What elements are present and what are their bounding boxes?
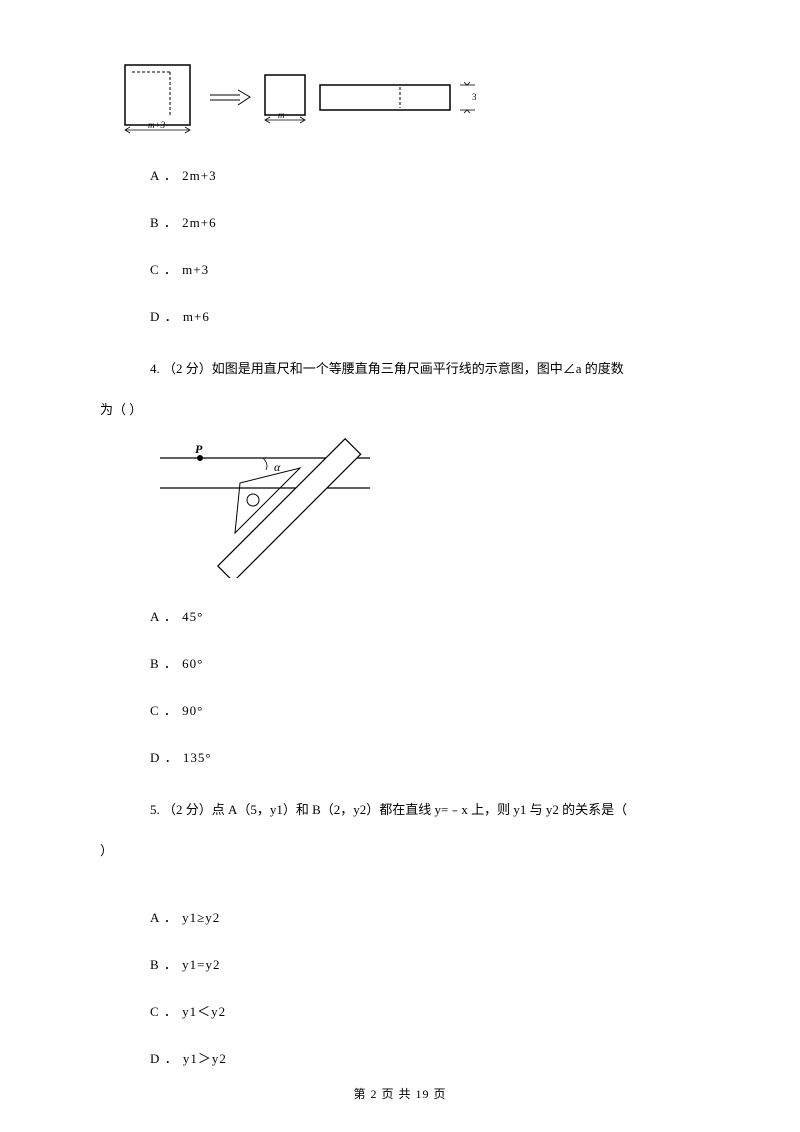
q5-option-c: C ． y1＜y2 [150, 1001, 700, 1020]
triangle-hole [247, 494, 259, 506]
q3-option-b: B ． 2m+6 [150, 212, 700, 231]
q5-prompt-line1: 5. （2 分）点 A（5，y1）和 B（2，y2）都在直线 y=﹣x 上，则 … [150, 802, 627, 817]
q4-option-b: B ． 60° [150, 653, 700, 672]
q4-prompt-line1: 4. （2 分）如图是用直尺和一个等腰直角三角尺画平行线的示意图，图中∠a 的度… [150, 361, 624, 376]
q5-option-a: A ． y1≥y2 [150, 907, 700, 926]
q4-option-d: D ． 135° [150, 747, 700, 766]
q5-prompt: 5. （2 分）点 A（5，y1）和 B（2，y2）都在直线 y=﹣x 上，则 … [150, 794, 700, 825]
q4-prompt: 4. （2 分）如图是用直尺和一个等腰直角三角尺画平行线的示意图，图中∠a 的度… [150, 353, 700, 384]
q5-option-d: D ． y1＞y2 [150, 1048, 700, 1067]
q3-option-a: A ． 2m+3 [150, 165, 700, 184]
q3-diagram: m+3 m 3 [120, 60, 700, 135]
ruler-triangle-figure: P α [150, 438, 380, 578]
q3-option-d: D ． m+6 [150, 306, 700, 325]
q4-option-a: A ． 45° [150, 606, 700, 625]
small-square-label: m [278, 110, 285, 120]
q3-cut-figure: m+3 m 3 [120, 60, 500, 135]
alpha-label: α [274, 460, 281, 474]
q3-option-c: C ． m+3 [150, 259, 700, 278]
bar-height-label: 3 [472, 92, 477, 102]
p-label: P [195, 442, 203, 456]
q4-option-c: C ． 90° [150, 700, 700, 719]
q5-prompt-line2: ） [100, 840, 700, 859]
q4-prompt-line2: 为（ ） [100, 399, 700, 418]
q4-diagram: P α [150, 438, 700, 578]
q5-option-b: B ． y1=y2 [150, 954, 700, 973]
page-footer: 第 2 页 共 19 页 [0, 1085, 800, 1102]
big-square-label: m+3 [148, 120, 166, 130]
